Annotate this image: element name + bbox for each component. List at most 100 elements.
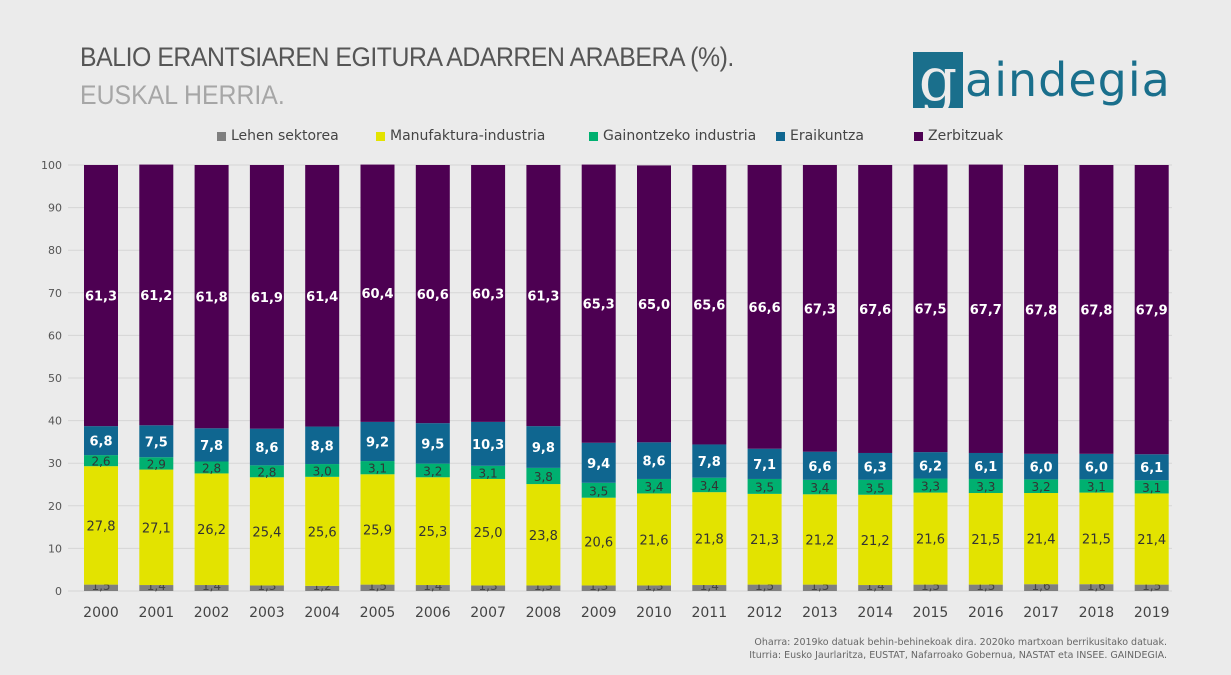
data-label: 20,6 [584, 536, 613, 551]
data-label: 21,8 [695, 533, 724, 548]
bar-segment [415, 477, 450, 586]
bar-segment [802, 584, 837, 591]
bar-segment [305, 165, 340, 427]
x-tick-label: 2003 [249, 605, 285, 621]
data-label: 3,1 [1142, 481, 1161, 495]
bar-segment [249, 165, 284, 429]
bar-segment [913, 492, 948, 585]
bar-segment [471, 585, 506, 591]
data-label: 61,9 [251, 291, 283, 306]
bar-segment [360, 584, 395, 591]
bar-segment [526, 426, 561, 468]
bar-segment [194, 585, 229, 591]
bar-segment [471, 165, 506, 422]
x-tick-label: 2002 [194, 605, 230, 621]
bar-segment [84, 165, 118, 427]
y-tick-label: 90 [48, 202, 62, 215]
bar-segment [360, 164, 395, 422]
bar-segment [747, 493, 782, 585]
bar-segment [581, 164, 616, 443]
data-label: 26,2 [197, 523, 226, 538]
data-label: 3,5 [866, 481, 885, 495]
bar-segment [692, 477, 727, 493]
data-label: 27,1 [142, 521, 171, 536]
bar-segment [913, 478, 948, 493]
x-tick-label: 2007 [470, 605, 506, 621]
bar-segment [139, 585, 174, 591]
bar-segment [1024, 584, 1059, 591]
bar-segment [581, 482, 616, 498]
legend-swatch [217, 131, 226, 141]
data-label: 21,5 [971, 533, 1000, 548]
bar-segment [415, 165, 450, 424]
footnote: Oharra: 2019ko datuak behin-behinekoak d… [749, 636, 1167, 662]
data-label: 2,9 [147, 457, 166, 471]
bar-segment [249, 585, 284, 591]
bar-segment [968, 164, 1003, 453]
data-label: 8,6 [642, 455, 665, 470]
bar-segment [913, 584, 948, 591]
data-label: 25,6 [308, 525, 337, 540]
x-tick-label: 2004 [304, 605, 340, 621]
data-label: 67,7 [970, 303, 1002, 318]
data-label: 67,6 [859, 303, 891, 318]
data-label: 6,0 [1030, 461, 1053, 476]
data-label: 3,0 [313, 464, 332, 478]
bar-segment [1079, 165, 1114, 454]
bar-segment [526, 585, 561, 591]
bar-segment [139, 425, 174, 458]
x-tick-label: 2015 [913, 605, 949, 621]
data-label: 6,1 [1140, 461, 1163, 476]
data-label: 6,3 [864, 460, 887, 475]
gaindegia-logo: g aindegia [913, 50, 1171, 110]
bar-segment [913, 164, 948, 453]
legend-item: Zerbitzuak [914, 128, 1003, 144]
bar-segment [305, 426, 340, 465]
bar-segment [802, 451, 837, 480]
bar-segment [415, 463, 450, 478]
legend: Lehen sektorea Manufaktura-industria Gai… [0, 128, 1231, 146]
x-tick-label: 2012 [747, 605, 783, 621]
bar-segment [802, 479, 837, 495]
data-label: 21,5 [1082, 532, 1111, 547]
data-label: 67,5 [914, 302, 946, 317]
data-label: 67,8 [1080, 303, 1112, 318]
data-label: 21,6 [640, 533, 669, 548]
data-label: 61,4 [306, 290, 338, 305]
bar-segment [1134, 480, 1169, 494]
data-label: 21,2 [805, 533, 834, 548]
data-label: 9,2 [366, 435, 389, 450]
data-label: 9,4 [587, 457, 610, 472]
bar-segment [471, 421, 506, 466]
bar-segment [802, 165, 837, 452]
bar-segment [194, 428, 229, 462]
data-label: 66,6 [749, 301, 781, 316]
footnote-note: Oharra: 2019ko datuak behin-behinekoak d… [754, 637, 1167, 648]
footnote-source: Iturria: Eusko Jaurlaritza, EUSTAT, Nafa… [749, 650, 1167, 661]
data-label: 21,2 [861, 534, 890, 549]
bar-segment [968, 478, 1003, 494]
y-tick-label: 100 [41, 159, 62, 172]
x-tick-label: 2013 [802, 605, 838, 621]
bar-segment [637, 165, 671, 443]
data-label: 61,3 [85, 290, 117, 305]
data-label: 3,1 [1087, 480, 1106, 494]
data-label: 7,8 [200, 439, 223, 454]
data-label: 7,8 [698, 455, 721, 470]
data-label: 25,9 [363, 523, 392, 538]
bar-segment [747, 448, 782, 479]
data-label: 9,8 [532, 441, 555, 456]
legend-item: Lehen sektorea [217, 128, 339, 144]
x-tick-label: 2016 [968, 605, 1004, 621]
data-label: 8,8 [311, 439, 334, 454]
x-tick-label: 2011 [691, 605, 727, 621]
bar-segment [858, 165, 893, 453]
bar-segment [84, 455, 118, 467]
data-label: 25,4 [252, 525, 281, 540]
data-label: 3,4 [644, 480, 663, 494]
data-label: 2,8 [257, 465, 276, 479]
bar-segment [1024, 165, 1059, 454]
data-label: 2,8 [202, 461, 221, 475]
bar-segment [968, 493, 1003, 585]
y-tick-label: 0 [55, 585, 62, 598]
